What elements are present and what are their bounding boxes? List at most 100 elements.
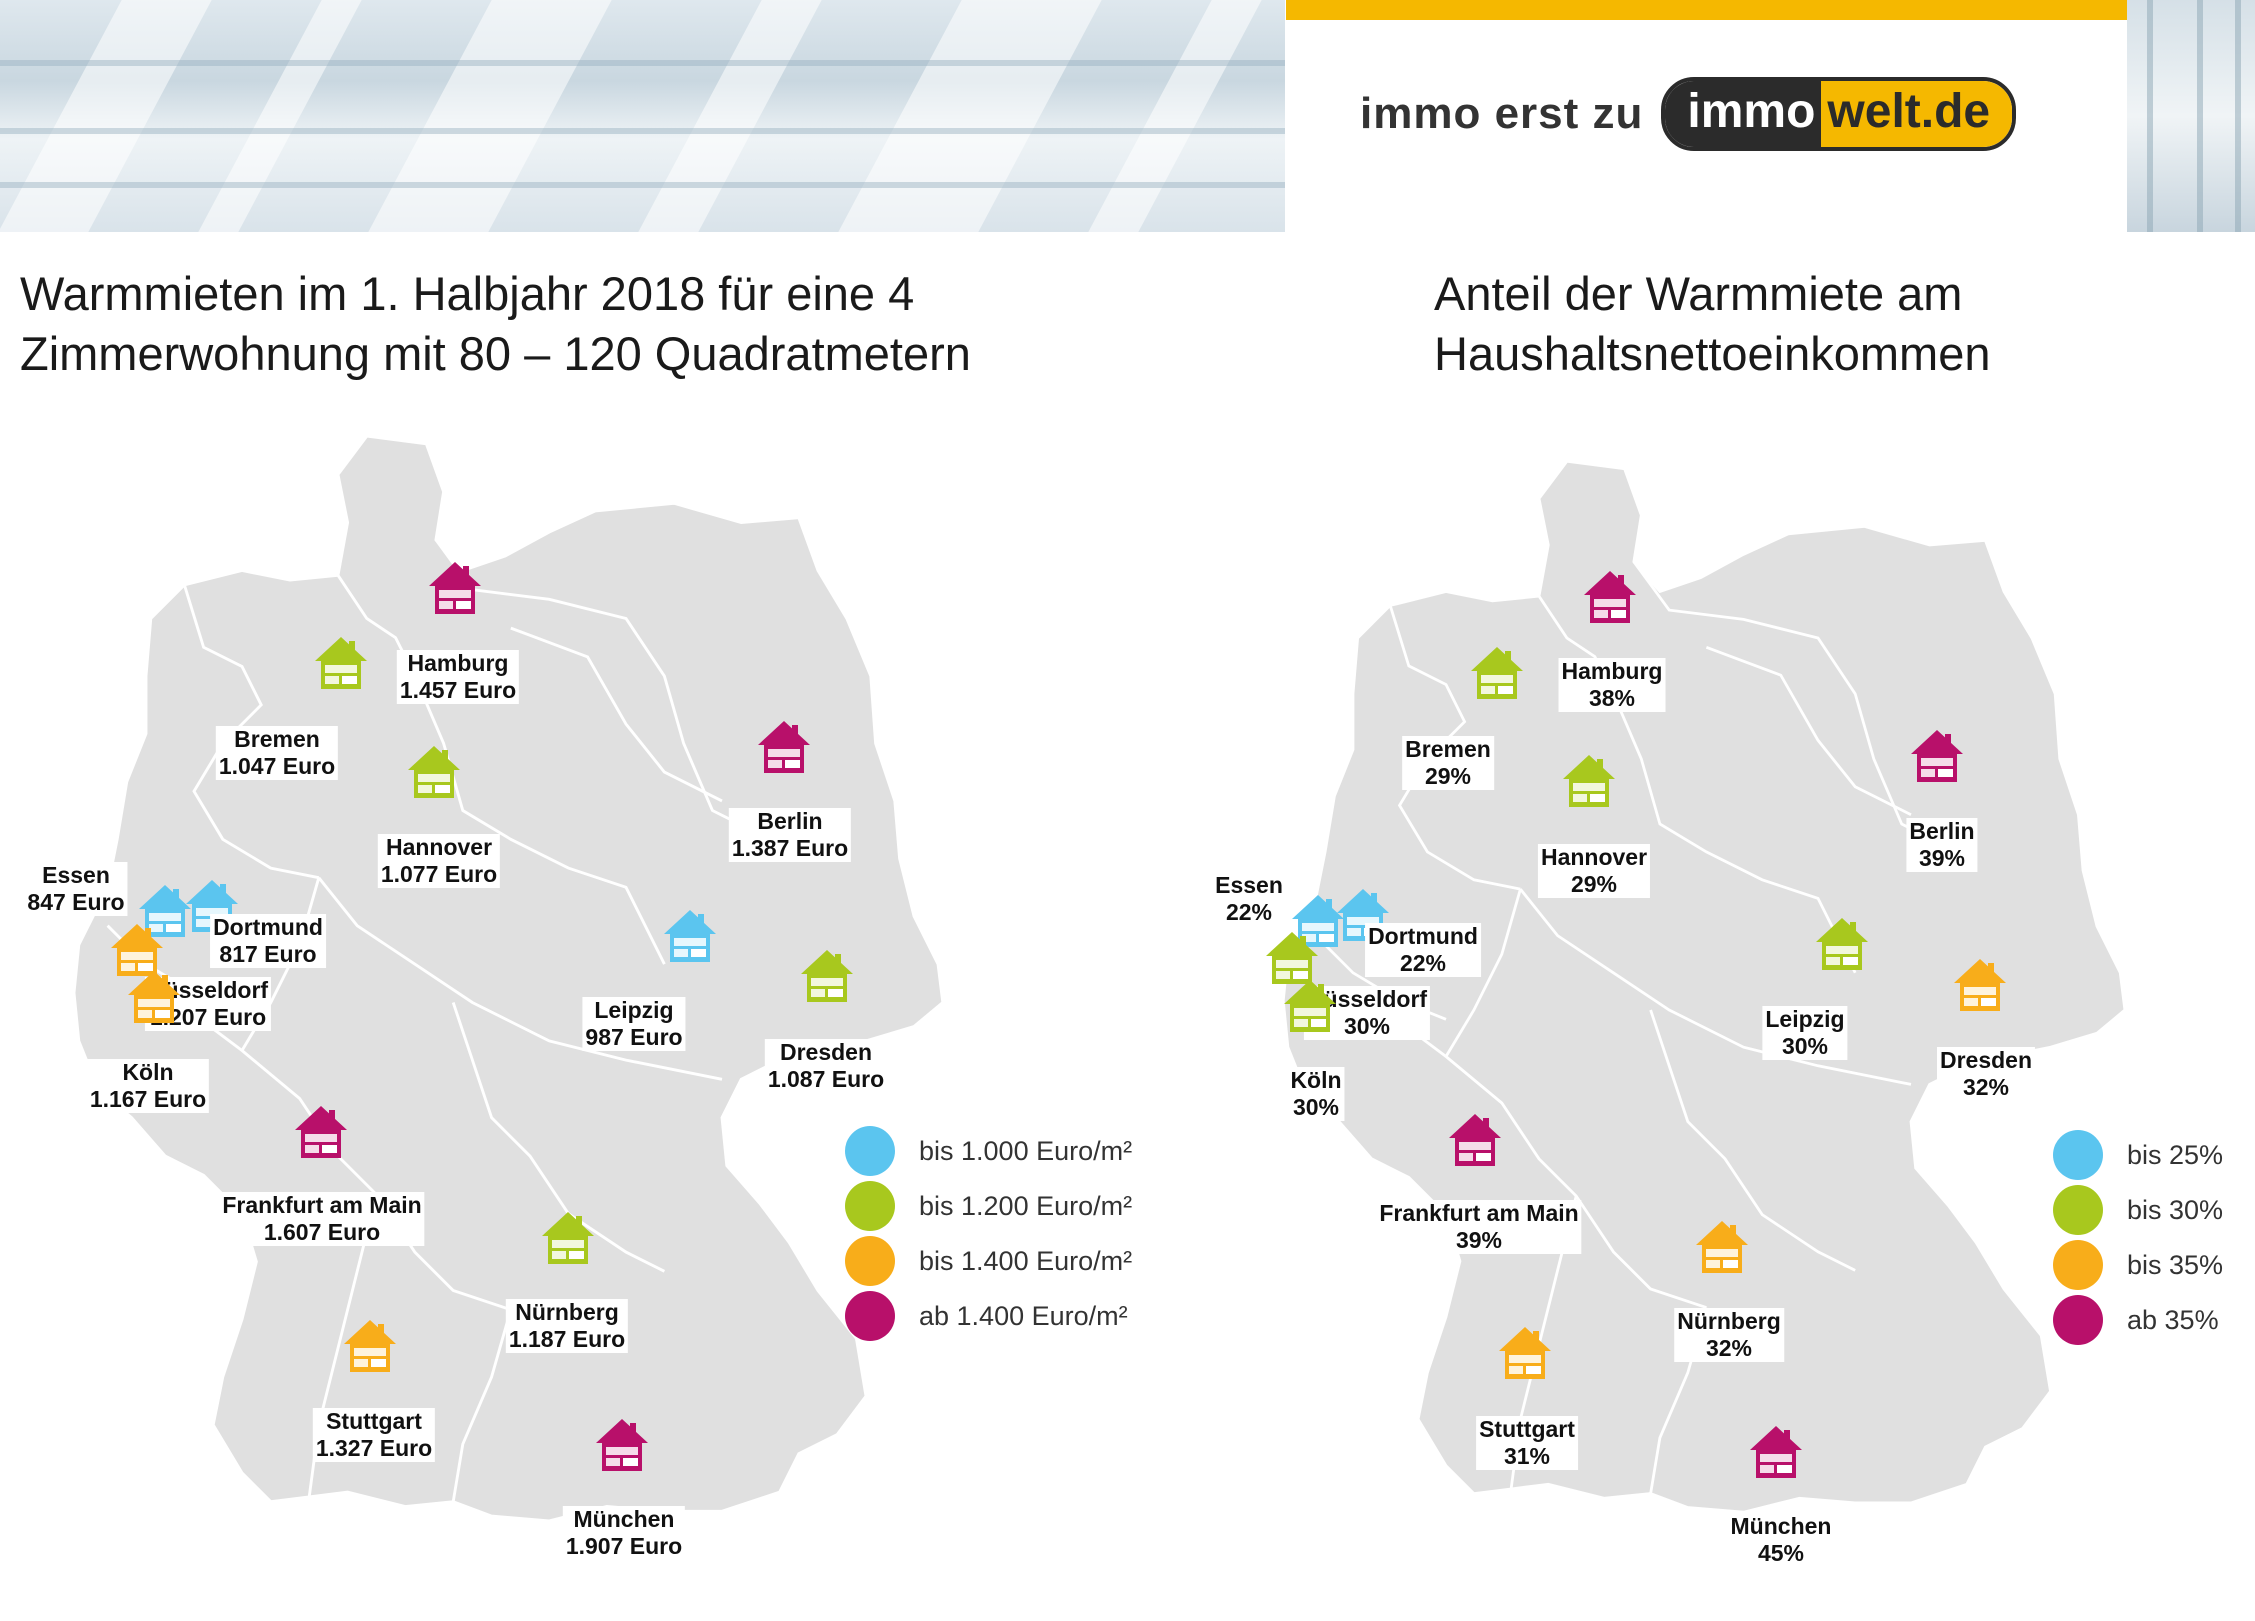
- logo-text-light: welt.de: [1821, 81, 2013, 147]
- city-label: Stuttgart 31%: [1476, 1416, 1578, 1470]
- city-name: Dortmund: [1368, 923, 1478, 949]
- city-label: Hamburg 1.457 Euro: [396, 650, 520, 704]
- city-name: Essen: [42, 862, 110, 888]
- legend-swatch: [2053, 1130, 2103, 1180]
- city-value: 1.167 Euro: [89, 1086, 207, 1112]
- legend-label: bis 35%: [2127, 1250, 2224, 1280]
- right-title-line1: Anteil der Warmmiete am: [1434, 267, 1963, 320]
- city-label: Dortmund 22%: [1365, 923, 1481, 977]
- house-icon: [1582, 569, 1638, 625]
- city-name: Dresden: [779, 1039, 873, 1065]
- city-label: Leipzig 30%: [1762, 1006, 1848, 1060]
- accent-bar: [1286, 0, 2127, 20]
- house-icon: [342, 1318, 398, 1374]
- city-value: 1.607 Euro: [263, 1219, 381, 1245]
- legend-label: ab 1.400 Euro/m²: [919, 1301, 1128, 1331]
- city-value: 987 Euro: [585, 1024, 683, 1050]
- city-name: München: [1730, 1513, 1832, 1539]
- city-name: Nürnberg: [515, 1299, 619, 1325]
- city-value: 30%: [1781, 1033, 1829, 1059]
- city-label: Bremen 1.047 Euro: [215, 726, 339, 780]
- city-label: Nürnberg 1.187 Euro: [505, 1299, 629, 1353]
- city-name: Essen: [1215, 872, 1283, 898]
- logo-slogan: immo erst zu: [1360, 89, 1644, 138]
- legend-swatch: [2053, 1185, 2103, 1235]
- city-label: Dresden 1.087 Euro: [764, 1039, 888, 1093]
- left-panel-title: Warmmieten im 1. Halbjahr 2018 für eine …: [20, 264, 971, 384]
- city-name: München: [573, 1506, 675, 1532]
- city-label: Bremen 29%: [1402, 736, 1494, 790]
- city-value: 1.907 Euro: [565, 1533, 683, 1559]
- legend-swatch: [845, 1236, 895, 1286]
- city-name: Bremen: [234, 726, 320, 752]
- house-icon: [137, 883, 193, 939]
- house-icon: [427, 560, 483, 616]
- city-value: 1.187 Euro: [508, 1326, 626, 1352]
- city-label: Stuttgart 1.327 Euro: [312, 1408, 436, 1462]
- city-label: Nürnberg 32%: [1674, 1308, 1784, 1362]
- header-banner-image: [0, 0, 1285, 232]
- city-value: 1.077 Euro: [380, 861, 498, 887]
- city-value: 30%: [1292, 1094, 1340, 1120]
- city-name: Berlin: [757, 808, 823, 834]
- city-name: Frankfurt am Main: [1379, 1200, 1579, 1226]
- house-icon: [1814, 916, 1870, 972]
- house-icon: [126, 969, 182, 1025]
- legend-swatch: [2053, 1240, 2103, 1290]
- city-value: 1.457 Euro: [399, 677, 517, 703]
- city-label: Berlin 1.387 Euro: [728, 808, 852, 862]
- legend-label: bis 1.000 Euro/m²: [919, 1136, 1133, 1166]
- city-label: Köln 1.167 Euro: [86, 1059, 210, 1113]
- logo-pill: immo welt.de: [1661, 77, 2017, 151]
- house-icon: [594, 1417, 650, 1473]
- house-icon: [1561, 753, 1617, 809]
- city-value: 847 Euro: [27, 889, 125, 915]
- city-value: 39%: [1455, 1227, 1503, 1253]
- house-icon: [406, 744, 462, 800]
- city-name: Stuttgart: [326, 1408, 422, 1434]
- house-icon: [1497, 1325, 1553, 1381]
- city-label: Hamburg 38%: [1558, 658, 1666, 712]
- legend-label: bis 30%: [2127, 1195, 2224, 1225]
- city-name: Dresden: [1939, 1047, 2033, 1073]
- city-value: 817 Euro: [219, 941, 317, 967]
- city-value: 22%: [1399, 950, 1447, 976]
- city-label: Dresden 32%: [1936, 1047, 2036, 1101]
- city-value: 31%: [1503, 1443, 1551, 1469]
- city-label: München 45%: [1727, 1513, 1835, 1567]
- city-name: Hamburg: [407, 650, 509, 676]
- left-title-line2: Zimmerwohnung mit 80 – 120 Quadratmetern: [20, 327, 971, 380]
- legend-label: bis 1.400 Euro/m²: [919, 1246, 1133, 1276]
- left-title-line1: Warmmieten im 1. Halbjahr 2018 für eine …: [20, 267, 915, 320]
- city-name: Dortmund: [213, 914, 323, 940]
- city-value: 30%: [1343, 1013, 1391, 1039]
- house-icon: [313, 635, 369, 691]
- city-value: 32%: [1705, 1335, 1753, 1361]
- legend-label: ab 35%: [2127, 1305, 2219, 1335]
- logo-text-dark: immo: [1665, 81, 1822, 147]
- city-name: Hamburg: [1561, 658, 1663, 684]
- house-icon: [1909, 728, 1965, 784]
- house-icon: [1447, 1112, 1503, 1168]
- city-value: 1.047 Euro: [218, 753, 336, 779]
- house-icon: [109, 922, 165, 978]
- house-icon: [1469, 645, 1525, 701]
- city-name: Köln: [122, 1059, 174, 1085]
- legend-swatch: [2053, 1295, 2103, 1345]
- city-value: 1.327 Euro: [315, 1435, 433, 1461]
- city-name: Köln: [1290, 1067, 1342, 1093]
- header-banner-image-right: [2127, 0, 2255, 232]
- city-name: Hannover: [385, 834, 493, 860]
- city-label: Leipzig 987 Euro: [582, 997, 686, 1051]
- legend-swatch: [845, 1291, 895, 1341]
- house-icon: [1694, 1219, 1750, 1275]
- right-panel-title: Anteil der Warmmiete am Haushaltsnettoei…: [1434, 264, 1990, 384]
- city-name: Leipzig: [594, 997, 674, 1023]
- legend-label: bis 25%: [2127, 1140, 2224, 1170]
- city-label: Frankfurt am Main 39%: [1376, 1200, 1582, 1254]
- city-value: 45%: [1757, 1540, 1805, 1566]
- city-name: Berlin: [1909, 818, 1975, 844]
- city-value: 38%: [1588, 685, 1636, 711]
- city-label: Berlin 39%: [1906, 818, 1978, 872]
- house-icon: [1952, 957, 2008, 1013]
